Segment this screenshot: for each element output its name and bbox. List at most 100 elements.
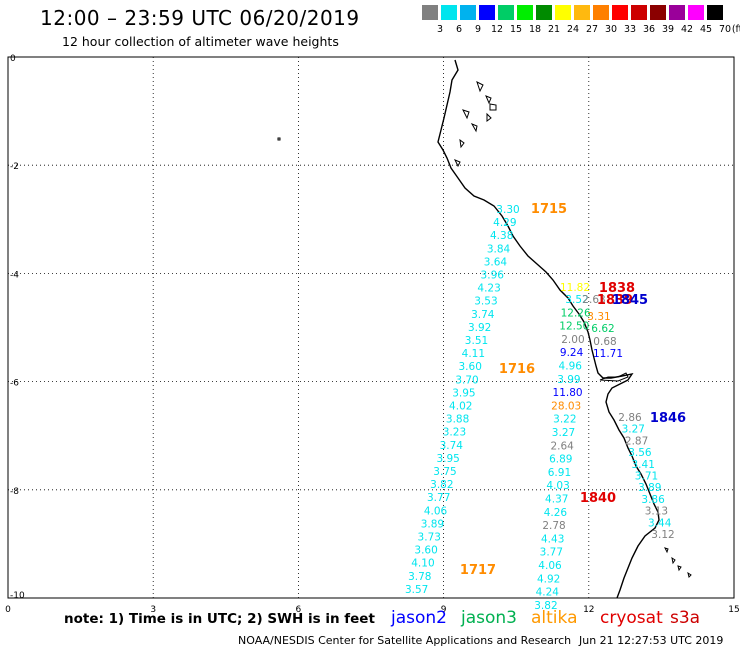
- y-tick-label: 0: [10, 54, 16, 64]
- wave-height-label: 9.24: [560, 347, 584, 359]
- y-tick-label: -4: [10, 270, 19, 280]
- y-tick-label: -10: [10, 591, 25, 601]
- scale-label: 18: [528, 24, 542, 35]
- scale-label: 24: [566, 24, 580, 35]
- wave-height-label: 3.64: [484, 256, 508, 268]
- wave-height-label: 3.89: [421, 518, 444, 530]
- wave-height-label: 3.13: [645, 506, 668, 518]
- wave-height-label: 4.24: [536, 587, 560, 599]
- wave-height-label: 3.89: [638, 482, 661, 494]
- pass-time-label: 1840: [580, 491, 616, 506]
- wave-height-label: 4.29: [493, 217, 516, 229]
- wave-height-labels: 3.304.294.383.843.643.964.233.533.743.92…: [405, 204, 675, 612]
- wave-height-label: 3.86: [641, 494, 665, 506]
- pass-time-label: 1845: [612, 293, 648, 308]
- wave-height-label: 3.95: [436, 453, 459, 465]
- wave-height-label: 3.73: [418, 532, 441, 544]
- wave-height-label: 3.74: [440, 440, 464, 452]
- wave-height-label: 3.53: [474, 296, 497, 308]
- x-tick-label: 0: [5, 605, 11, 615]
- wave-height-label: 2.63: [582, 294, 605, 306]
- wave-height-label: 3.96: [481, 270, 505, 282]
- scale-label: 9: [474, 24, 482, 35]
- footer-timestamp: Jun 21 12:27:53 UTC 2019: [579, 634, 724, 647]
- map-title: 12:00 – 23:59 UTC 06/20/2019: [40, 6, 360, 30]
- scale-label: 3: [436, 24, 444, 35]
- wave-height-label: 3.52: [565, 294, 588, 306]
- scale-swatch: [612, 5, 628, 20]
- wave-height-label: 12.50: [559, 321, 589, 333]
- map-frame: [7, 56, 735, 599]
- satellite-legend-s3a: s3a: [670, 608, 701, 628]
- y-tick-label: -6: [10, 379, 19, 389]
- wave-height-label: 3.82: [534, 600, 557, 612]
- wave-height-label: 3.12: [651, 529, 674, 541]
- wave-height-label: 4.37: [545, 494, 568, 506]
- satellite-legend-jason2: jason2: [391, 608, 447, 628]
- wave-height-label: 28.03: [551, 400, 581, 412]
- scale-swatch: [498, 5, 514, 20]
- scale-unit: (ft): [731, 24, 740, 35]
- wave-height-label: 2.64: [550, 440, 574, 452]
- scale-label: 70: [718, 24, 732, 35]
- satellite-legend-altika: altika: [531, 608, 578, 628]
- wave-height-label: 3.60: [459, 361, 482, 373]
- pass-time-label: 1839: [597, 293, 633, 308]
- wave-height-label: 3.31: [587, 311, 610, 323]
- pass-time-label: 1717: [460, 563, 496, 578]
- scale-swatch: [536, 5, 552, 20]
- wave-height-label: 3.74: [471, 309, 495, 321]
- wave-height-label: 4.38: [490, 230, 513, 242]
- wave-height-label: 3.57: [405, 584, 428, 596]
- wave-height-label: 4.11: [462, 348, 485, 360]
- scale-label: 27: [585, 24, 599, 35]
- wave-height-label: 3.27: [622, 424, 645, 436]
- x-tick-label: 12: [583, 605, 594, 615]
- scale-swatch: [479, 5, 495, 20]
- wave-height-label: 3.78: [408, 571, 431, 583]
- y-tick-label: -8: [10, 487, 19, 497]
- wave-height-label: 4.02: [449, 401, 472, 413]
- wave-height-label: 6.89: [549, 454, 572, 466]
- map-note: note: 1) Time is in UTC; 2) SWH is in fe…: [64, 611, 375, 627]
- scale-label: 42: [680, 24, 694, 35]
- satellite-legend-cryosat: cryosat: [600, 608, 663, 628]
- scale-swatch: [460, 5, 476, 20]
- wave-height-label: 3.77: [540, 547, 563, 559]
- scale-label: 15: [509, 24, 523, 35]
- wave-height-label: 4.10: [411, 558, 434, 570]
- pass-time-label: 1846: [650, 411, 686, 426]
- wave-height-label: 3.41: [632, 459, 655, 471]
- wave-height-label: 3.23: [443, 427, 466, 439]
- pass-time-label: 1838: [599, 281, 635, 296]
- scale-swatch: [669, 5, 685, 20]
- scale-swatch: [574, 5, 590, 20]
- islands: [277, 81, 692, 578]
- wave-height-label: 3.88: [446, 414, 469, 426]
- wave-height-label: 6.91: [548, 467, 571, 479]
- wave-height-label: 6.62: [591, 323, 614, 335]
- wave-height-label: 11.82: [560, 282, 590, 294]
- wave-height-label: 3.92: [468, 322, 491, 334]
- wave-height-label: 3.30: [496, 204, 519, 216]
- scale-swatch: [650, 5, 666, 20]
- map-grid: [7, 56, 735, 599]
- wave-height-label: 2.86: [618, 412, 642, 424]
- wave-height-label: 3.95: [452, 387, 475, 399]
- scale-label: 12: [490, 24, 504, 35]
- pass-time-label: 1715: [531, 202, 567, 217]
- wave-height-label: 3.44: [648, 517, 672, 529]
- wave-height-label: 2.87: [625, 435, 648, 447]
- wave-height-label: 2.00: [561, 334, 584, 346]
- scale-label: 39: [661, 24, 675, 35]
- wave-height-label: 4.43: [541, 533, 564, 545]
- scale-label: 21: [547, 24, 561, 35]
- wave-height-label: 3.82: [430, 479, 453, 491]
- wave-height-label: 4.03: [546, 480, 569, 492]
- scale-label: 36: [642, 24, 656, 35]
- wave-height-label: 4.06: [538, 560, 562, 572]
- coastline: [437, 59, 660, 599]
- wave-height-label: 3.70: [455, 374, 478, 386]
- scale-swatch: [555, 5, 571, 20]
